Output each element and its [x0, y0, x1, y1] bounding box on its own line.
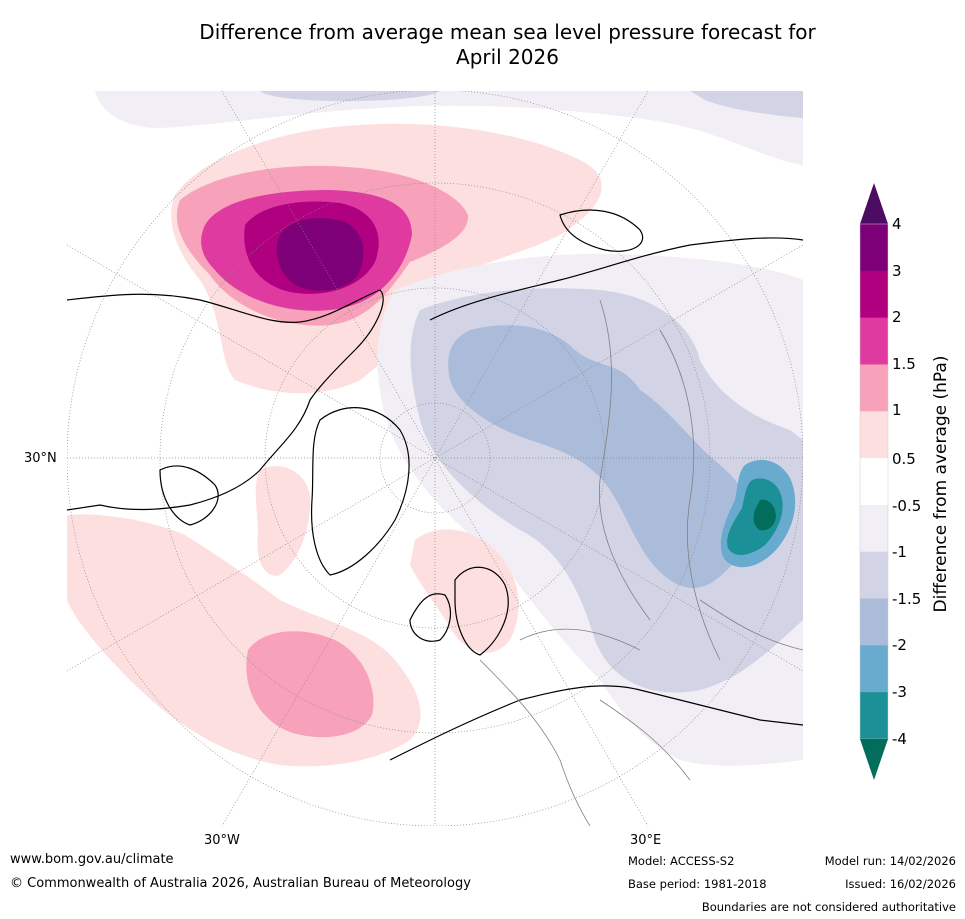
colorbar-tick: -1: [892, 543, 907, 561]
map-panel: [67, 91, 803, 826]
anomaly-region: [95, 91, 803, 165]
colorbar-tick: 4: [892, 215, 902, 233]
disclaimer-text: Boundaries are not considered authoritat…: [701, 900, 956, 914]
colorbar-bin: [860, 458, 888, 506]
colorbar-bin: [860, 411, 888, 459]
issued-text: Issued: 16/02/2026: [845, 877, 956, 891]
anomaly-region: [753, 499, 776, 531]
colorbar-tick: -0.5: [892, 497, 922, 515]
title-line-2: April 2026: [456, 45, 559, 69]
colorbar-lower-extension: [860, 739, 888, 780]
country-borders: [479, 299, 803, 826]
anomaly-region: [255, 466, 311, 576]
colorbar-bin: [860, 598, 888, 646]
colorbar-tick: 3: [892, 262, 902, 280]
anomaly-region: [260, 91, 440, 102]
anomaly-region: [690, 91, 803, 118]
colorbar-tick: -1.5: [892, 590, 922, 608]
colorbar-bin: [860, 645, 888, 693]
colorbar-bin: [860, 551, 888, 600]
colorbar-tick: -3: [892, 683, 907, 701]
colorbar-bin: [860, 270, 888, 319]
meridian-label-30w: 30°W: [204, 833, 240, 848]
colorbar-tick: 1.5: [892, 355, 916, 373]
colorbar-tick: -2: [892, 636, 907, 654]
colorbar-tick: -4: [892, 730, 907, 748]
colorbar-bin: [860, 224, 888, 272]
model-text: Model: ACCESS-S2: [628, 854, 735, 868]
meridian-label-30e: 30°E: [630, 833, 662, 848]
colorbar-bin: [860, 364, 888, 412]
chart-title: Difference from average mean sea level p…: [150, 20, 865, 70]
colorbar-bin: [860, 317, 888, 365]
colorbar-bin: [860, 692, 888, 740]
base-period-text: Base period: 1981-2018: [628, 877, 767, 891]
colorbar-label: Difference from average (hPa): [931, 355, 951, 613]
anomaly-region: [448, 325, 752, 589]
colorbar-upper-extension: [860, 183, 888, 224]
anomaly-region: [276, 218, 364, 291]
graticule: [67, 91, 803, 826]
parallel-label-30n: 30°N: [24, 451, 57, 466]
model-run-text: Model run: 14/02/2026: [824, 854, 956, 868]
colorbar-tick: 2: [892, 308, 902, 326]
colorbar-tick: 0.5: [892, 450, 916, 468]
colorbar: [859, 183, 889, 780]
coastlines: [67, 209, 803, 761]
anomaly-region: [246, 631, 374, 738]
anomaly-region: [410, 529, 519, 653]
colorbar-bin: [860, 504, 888, 553]
website-link[interactable]: www.bom.gov.au/climate: [10, 852, 174, 867]
title-line-1: Difference from average mean sea level p…: [199, 20, 816, 44]
colorbar-tick: 1: [892, 401, 902, 419]
copyright-text: © Commonwealth of Australia 2026, Austra…: [10, 876, 471, 891]
